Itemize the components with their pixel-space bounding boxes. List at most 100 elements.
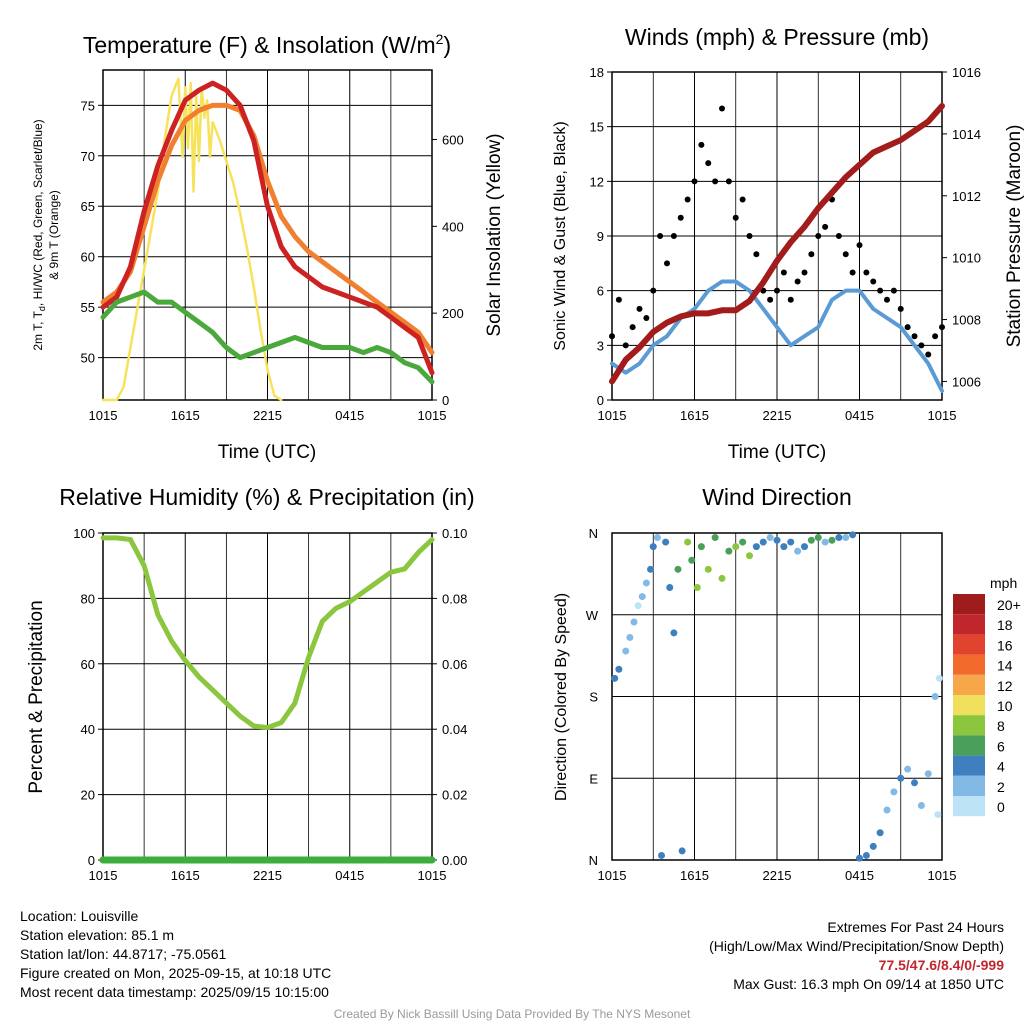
direction-point (611, 674, 619, 682)
y2-tick-label: 400 (442, 219, 464, 234)
legend-swatch (953, 735, 985, 756)
direction-point (670, 629, 678, 637)
gust-point (939, 324, 945, 331)
recent-text: Most recent data timestamp: 2025/09/15 1… (20, 984, 329, 1000)
y2-tick-label: 0 (442, 393, 449, 408)
direction-point (649, 543, 657, 551)
extremes-values: 77.5/47.6/8.4/0/-999 (878, 957, 1004, 973)
y-tick-label: 50 (81, 351, 95, 366)
y2-tick-label: 0.04 (442, 722, 467, 737)
direction-point (869, 842, 877, 850)
series-line (101, 77, 283, 402)
series-line (100, 80, 435, 376)
y-tick-label: 0 (88, 853, 95, 868)
y-axis-label: Percent & Precipitation (26, 600, 47, 793)
chart-title-end: ) (443, 32, 451, 58)
x-axis-label: Time (UTC) (728, 442, 827, 463)
legend-swatch (953, 796, 985, 817)
gust-point (815, 233, 822, 239)
y2-tick-label: 1016 (952, 65, 981, 80)
legend-swatch (953, 674, 985, 695)
gust-point (925, 351, 932, 358)
y-tick-label: 65 (81, 199, 95, 214)
direction-point (780, 543, 788, 551)
latlon-text: Station lat/lon: 44.8717; -75.0561 (20, 946, 227, 962)
x-tick-label: 0415 (845, 868, 874, 883)
gust-point (849, 269, 856, 276)
direction-point (828, 536, 836, 544)
legend-label: 4 (997, 759, 1005, 775)
legend-swatch (953, 594, 985, 615)
y-tick-label: 3 (597, 338, 604, 353)
legend-label: 6 (997, 738, 1005, 754)
direction-point (697, 543, 705, 551)
gust-point (629, 324, 636, 331)
gust-point (774, 287, 780, 294)
gust-point (732, 214, 739, 221)
extremes-info: Extremes For Past 24 Hours (High/Low/Max… (709, 918, 1004, 994)
x-axis-label: Time (UTC) (218, 442, 317, 463)
x-tick-label: 1015 (928, 868, 957, 883)
gust-point (884, 296, 890, 303)
chart-title: Relative Humidity (%) & Precipitation (i… (59, 484, 474, 510)
direction-point (897, 774, 905, 782)
gust-point (712, 178, 719, 185)
direction-point (622, 647, 630, 655)
gust-point (684, 196, 691, 203)
y-tick-label: 12 (590, 174, 604, 189)
gust-point (856, 242, 863, 249)
x-tick-label: 1015 (598, 868, 627, 883)
gust-point (725, 178, 732, 185)
y-tick-label: 18 (590, 65, 604, 80)
direction-point (787, 538, 795, 546)
direction-point (849, 531, 857, 539)
gust-point (794, 278, 801, 285)
gust-point (650, 287, 657, 294)
direction-point (876, 829, 884, 837)
direction-point (794, 547, 802, 555)
y-axis-label: Sonic Wind & Gust (Blue, Black) (552, 121, 569, 350)
gust-point (822, 223, 829, 230)
gust-point (719, 105, 725, 112)
legend-label: 8 (997, 718, 1005, 734)
direction-point (642, 579, 650, 587)
y-tick-label: S (589, 690, 598, 705)
legend-label: 20+ (997, 597, 1021, 613)
y2-tick-label: 0.10 (442, 526, 467, 541)
gust-point (753, 251, 760, 258)
legend-label: 16 (997, 637, 1013, 653)
plot-frame (102, 69, 433, 401)
gust-point (705, 160, 712, 167)
direction-point (711, 534, 719, 542)
x-tick-label: 2215 (763, 868, 792, 883)
gust-point (698, 141, 705, 148)
gust-point (746, 233, 753, 239)
direction-point (634, 602, 642, 610)
x-tick-label: 1015 (89, 868, 118, 883)
y2-tick-label: 1008 (952, 313, 981, 328)
credit-text: Created By Nick Bassill Using Data Provi… (333, 1007, 691, 1021)
gust-point (622, 342, 629, 349)
y-tick-label: 40 (81, 722, 95, 737)
direction-point (674, 565, 682, 573)
station-info: Location: Louisville Station elevation: … (20, 907, 331, 1002)
y-axis-label: Direction (Colored By Speed) (553, 593, 570, 801)
gust-point (636, 305, 643, 312)
legend-label: 10 (997, 698, 1013, 714)
direction-point (801, 543, 808, 551)
location-text: Location: Louisville (20, 908, 139, 924)
y-tick-label: 100 (73, 526, 95, 541)
direction-point (746, 552, 753, 560)
extremes-title: Extremes For Past 24 Hours (827, 919, 1004, 935)
direction-point (653, 534, 661, 542)
gust-point (904, 324, 911, 331)
y2-tick-label: 1012 (952, 189, 981, 204)
chart-panel-temp: 1015 1615 2215 0415 1015 50 55 60 65 70 75 0 200 400 6… (31, 31, 505, 463)
legend-swatch (953, 614, 985, 635)
x-tick-label: 1015 (598, 408, 627, 423)
gust-point (842, 251, 849, 258)
extremes-subtitle: (High/Low/Max Wind/Precipitation/Snow De… (709, 938, 1004, 954)
gust-point (767, 296, 774, 303)
gust-point (657, 233, 664, 239)
